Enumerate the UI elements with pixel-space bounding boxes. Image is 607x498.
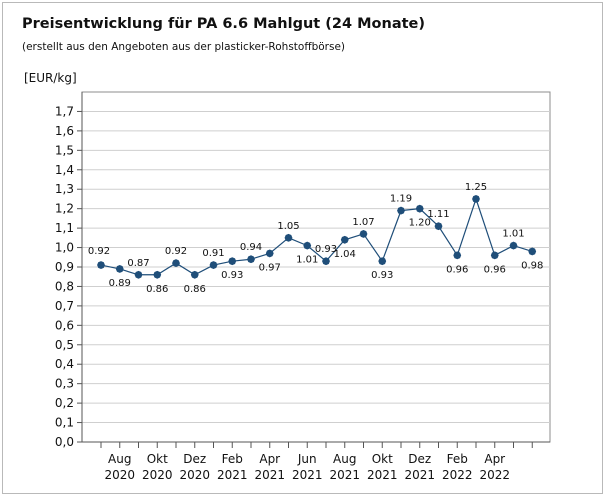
x-tick-label-year: 2020 [104,468,135,482]
y-tick-label: 1,7 [55,104,74,118]
x-tick-label-month: Apr [259,452,280,466]
data-label: 1.20 [409,218,431,229]
y-tick-label: 0,8 [55,279,74,293]
data-label: 1.04 [334,249,356,260]
data-label: 0.92 [165,246,187,257]
x-tick-label-year: 2022 [442,468,473,482]
series-line [100,197,533,276]
data-label: 0.93 [315,244,337,255]
data-point [153,270,162,279]
y-tick-label: 1,3 [55,182,74,196]
data-label: 0.86 [184,284,206,295]
x-tick-label-month: Feb [222,452,243,466]
y-tick-label: 0,7 [55,299,74,313]
data-point [490,251,499,260]
x-tick-label-month: Jun [297,452,317,466]
data-label: 1.25 [465,182,487,193]
data-point [415,204,424,213]
x-tick-label-year: 2021 [217,468,248,482]
data-point [397,206,405,215]
y-tick-label: 0,1 [55,416,74,430]
data-point [134,270,143,279]
data-label: 1.01 [296,255,318,266]
y-tick-label: 0,5 [55,338,74,352]
data-point [528,247,537,256]
y-tick-label: 0,4 [55,357,74,371]
data-point [247,255,255,264]
x-tick-label-month: Feb [447,452,468,466]
data-point [284,233,293,242]
data-point [340,235,349,244]
x-tick-label-month: Okt [147,452,168,466]
data-point [97,261,105,269]
x-tick-label-month: Apr [484,452,505,466]
data-point [303,241,312,250]
data-label: 1.07 [352,217,374,228]
x-tick-label-year: 2021 [292,468,323,482]
y-tick-label: 1,1 [55,221,74,235]
chart-subtitle: (erstellt aus den Angeboten aus der plas… [22,41,345,53]
data-label: 0.98 [521,260,543,271]
data-point [472,195,480,203]
x-tick-label-year: 2021 [367,468,398,482]
data-label: 0.86 [146,284,168,295]
data-label: 0.94 [240,242,262,253]
y-tick-label: 1,5 [55,143,74,157]
x-tick-label-year: 2020 [142,468,173,482]
x-tick-label-year: 2021 [254,468,285,482]
y-tick-label: 1,4 [55,163,74,177]
y-tick-label: 0,9 [55,260,74,274]
chart-title: Preisentwicklung für PA 6.6 Mahlgut (24 … [22,16,426,32]
x-tick-label-year: 2022 [479,468,510,482]
axes: 0,0 0,1 0,2 0,3 0,4 0,5 0,6 0,7 0,8 0,9 1,0 1,1 1,2 1… [55,92,550,482]
data-label: 0.89 [109,278,131,289]
y-tick-label: 1,2 [55,202,74,216]
y-tick-label: 0,0 [55,435,74,449]
y-tick-label: 1,0 [55,241,74,255]
data-point [509,241,518,250]
data-label: 0.93 [371,270,393,281]
data-point [378,257,387,266]
data-labels: 0.92 0.89 0.87 0.86 0.92 0.86 0.91 0.93 0.94 0.97… [88,182,544,295]
data-label: 0.92 [88,246,110,257]
grid-lines [82,110,550,424]
data-label: 1.11 [427,209,449,220]
data-point [228,257,237,266]
data-point [115,265,124,273]
data-label: 1.01 [502,229,524,240]
x-tick-label-year: 2021 [329,468,360,482]
data-label: 1.19 [390,194,412,205]
data-label: 0.97 [259,262,281,273]
x-tick-label-month: Aug [108,452,131,466]
x-tick-label-month: Dez [183,452,206,466]
x-tick-label-month: Okt [372,452,393,466]
data-point [172,259,180,268]
series [97,195,537,279]
y-tick-label: 1,6 [55,124,74,138]
data-label: 0.96 [484,264,506,275]
data-point [434,222,443,231]
y-axis-label: [EUR/kg] [24,71,77,85]
data-label: 0.87 [127,258,149,269]
x-tick-label-year: 2021 [404,468,435,482]
data-point [265,249,274,258]
y-tick-label: 0,2 [55,396,74,410]
data-point [209,261,218,269]
x-tick-label-year: 2020 [179,468,210,482]
x-tick-label-month: Dez [408,452,431,466]
data-point [359,230,368,238]
data-point [453,251,462,260]
data-label: 1.05 [277,221,299,232]
data-label: 0.96 [446,264,468,275]
x-tick-label-month: Aug [333,452,356,466]
data-point [322,257,330,266]
data-label: 0.93 [221,270,243,281]
y-tick-label: 0,6 [55,318,74,332]
data-point [190,270,199,279]
y-tick-label: 0,3 [55,377,74,391]
data-label: 0.91 [202,248,224,259]
